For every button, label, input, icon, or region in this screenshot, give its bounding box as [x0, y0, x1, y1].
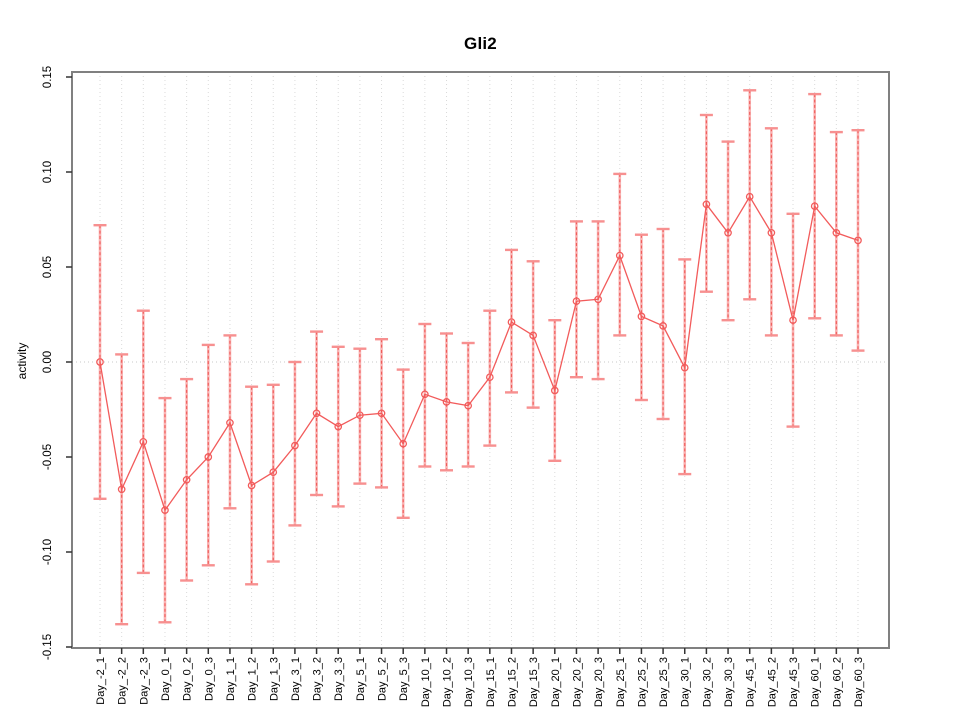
- x-tick-label: Day_5_3: [398, 657, 410, 701]
- data-point: [96, 358, 104, 366]
- data-point: [507, 318, 516, 326]
- data-point: [399, 439, 408, 448]
- data-point: [312, 409, 321, 418]
- data-point: [615, 251, 624, 260]
- x-tick-label: Day_0_3: [203, 657, 215, 701]
- data-point: [117, 485, 126, 494]
- x-tick-label: Day_15_2: [506, 657, 518, 707]
- x-tick-label: Day_0_1: [160, 657, 172, 701]
- x-tick-label: Day_5_1: [355, 657, 367, 701]
- x-tick-label: Day_25_2: [636, 657, 648, 707]
- data-point: [767, 228, 776, 237]
- data-point: [464, 401, 473, 410]
- data-point: [724, 228, 732, 237]
- y-tick-label: -0.15: [42, 634, 54, 660]
- data-point: [832, 228, 841, 237]
- data-point: [334, 422, 343, 431]
- y-tick-label: 0.10: [42, 161, 54, 183]
- x-tick-label: Day_3_1: [290, 657, 302, 701]
- data-point: [139, 437, 148, 446]
- x-tick-label: Day_15_3: [528, 657, 540, 707]
- data-point: [680, 363, 689, 372]
- chart-title: Gli2: [464, 34, 497, 53]
- data-point: [789, 316, 797, 325]
- data-point: [485, 373, 494, 382]
- data-point: [356, 411, 364, 420]
- x-tick-label: Day_-2_1: [95, 657, 107, 705]
- data-point: [659, 322, 667, 330]
- x-tick-label: Day_10_3: [463, 657, 475, 707]
- y-tick-label: -0.10: [42, 539, 54, 565]
- x-tick-label: Day_25_1: [615, 657, 627, 707]
- data-point: [442, 398, 451, 406]
- x-tick-label: Day_30_1: [680, 657, 692, 707]
- data-point: [247, 481, 256, 490]
- x-tick-label: Day_5_2: [377, 657, 389, 701]
- data-point: [637, 312, 646, 321]
- data-point: [182, 475, 191, 484]
- x-tick-label: Day_45_3: [788, 657, 800, 707]
- x-tick-label: Day_1_3: [268, 657, 280, 701]
- x-tick-label: Day_10_1: [420, 657, 432, 707]
- data-point: [161, 506, 169, 515]
- data-point: [269, 468, 278, 477]
- x-tick-label: Day_1_1: [225, 657, 237, 701]
- x-tick-label: Day_3_3: [333, 657, 345, 701]
- plot-box-border: [71, 71, 890, 649]
- y-tick-label: 0.15: [42, 66, 54, 88]
- data-point: [702, 200, 711, 209]
- data-point: [291, 441, 299, 450]
- x-tick-label: Day_20_1: [550, 657, 562, 707]
- x-tick-label: Day_-2_2: [117, 657, 129, 705]
- x-tick-label: Day_30_2: [701, 657, 713, 707]
- x-tick-label: Day_45_2: [766, 657, 778, 707]
- data-point: [377, 409, 386, 418]
- x-tick-label: Day_0_2: [182, 657, 194, 701]
- data-point: [421, 390, 429, 399]
- data-point: [745, 192, 754, 201]
- y-tick-label: 0.00: [42, 351, 54, 373]
- x-tick-label: Day_30_3: [723, 657, 735, 707]
- x-tick-label: Day_60_1: [810, 657, 822, 707]
- y-tick-label: -0.05: [42, 444, 54, 470]
- x-tick-label: Day_3_2: [312, 657, 324, 701]
- data-point: [594, 295, 602, 304]
- data-point: [810, 202, 819, 211]
- data-point: [550, 386, 559, 395]
- data-point: [226, 418, 234, 427]
- data-point: [572, 297, 581, 306]
- x-tick-label: Day_45_1: [745, 657, 757, 707]
- x-tick-label: Day_60_2: [831, 657, 843, 707]
- y-tick-label: 0.05: [42, 256, 54, 278]
- mean-line: [99, 195, 859, 512]
- x-tick-label: Day_60_3: [853, 657, 865, 707]
- x-tick-label: Day_15_1: [485, 657, 497, 707]
- x-tick-label: Day_25_3: [658, 657, 670, 707]
- data-point: [529, 331, 537, 340]
- data-point: [854, 236, 862, 245]
- data-point: [204, 453, 213, 461]
- x-tick-label: Day_-2_3: [138, 657, 150, 705]
- x-tick-label: Day_20_3: [593, 657, 605, 707]
- x-tick-label: Day_10_2: [442, 657, 454, 707]
- x-tick-label: Day_20_2: [571, 657, 583, 707]
- x-tick-label: Day_1_2: [247, 657, 259, 701]
